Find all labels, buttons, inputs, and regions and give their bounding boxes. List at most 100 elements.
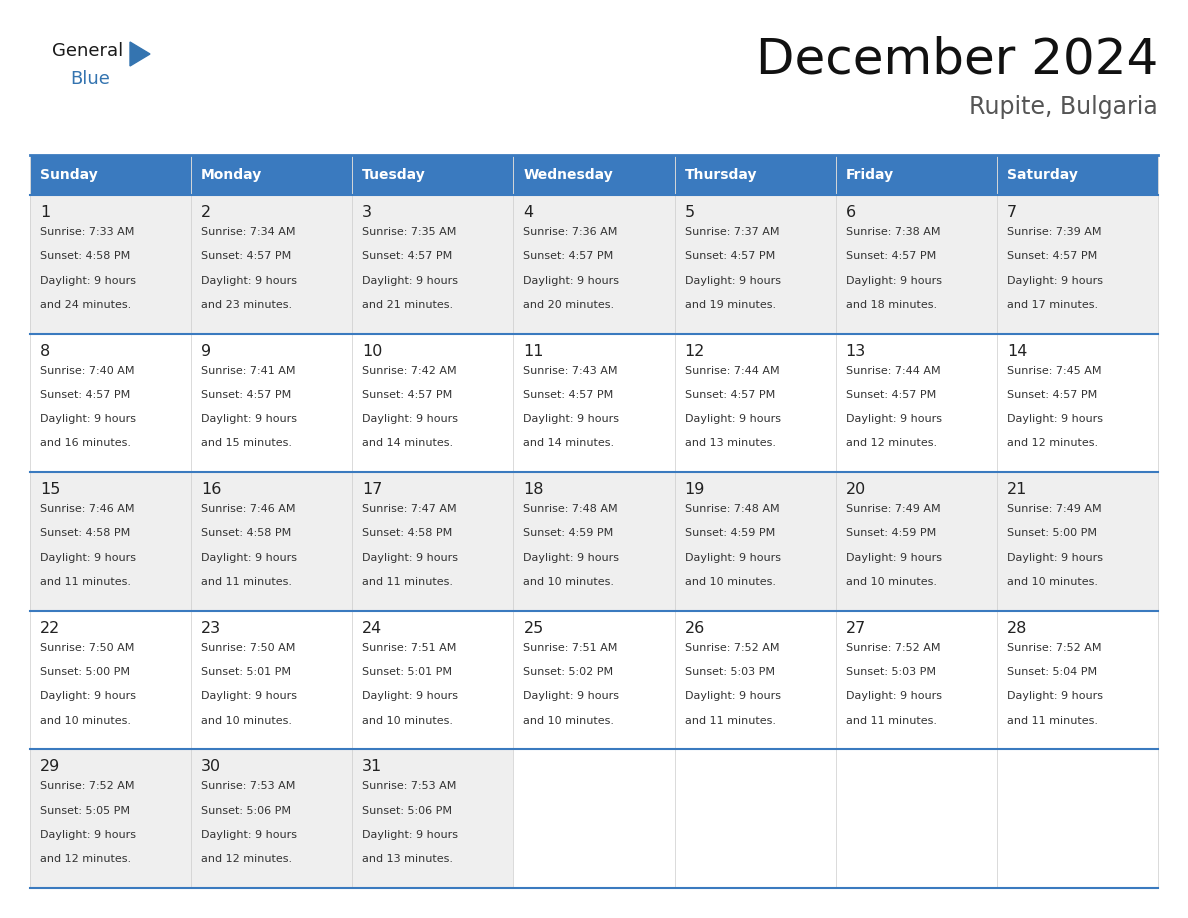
- Text: Daylight: 9 hours: Daylight: 9 hours: [201, 553, 297, 563]
- Text: Sunrise: 7:46 AM: Sunrise: 7:46 AM: [40, 504, 134, 514]
- Bar: [675, 333, 835, 472]
- Text: Daylight: 9 hours: Daylight: 9 hours: [362, 414, 459, 424]
- Text: Saturday: Saturday: [1007, 168, 1078, 182]
- Bar: [191, 195, 353, 333]
- Text: 9: 9: [201, 343, 211, 359]
- Text: and 15 minutes.: and 15 minutes.: [201, 439, 292, 448]
- Text: 6: 6: [846, 205, 855, 220]
- Text: and 11 minutes.: and 11 minutes.: [684, 715, 776, 725]
- Bar: [30, 749, 191, 888]
- Text: Daylight: 9 hours: Daylight: 9 hours: [201, 830, 297, 840]
- Text: Sunrise: 7:49 AM: Sunrise: 7:49 AM: [846, 504, 941, 514]
- Text: and 13 minutes.: and 13 minutes.: [684, 439, 776, 448]
- Text: Sunrise: 7:50 AM: Sunrise: 7:50 AM: [40, 643, 134, 653]
- Text: Tuesday: Tuesday: [362, 168, 426, 182]
- Text: and 11 minutes.: and 11 minutes.: [40, 577, 131, 587]
- Text: Sunset: 5:00 PM: Sunset: 5:00 PM: [1007, 529, 1097, 539]
- Bar: [191, 472, 353, 610]
- Text: Blue: Blue: [70, 70, 109, 88]
- Bar: [353, 333, 513, 472]
- Text: Sunset: 4:57 PM: Sunset: 4:57 PM: [684, 390, 775, 400]
- Text: Sunset: 4:57 PM: Sunset: 4:57 PM: [684, 252, 775, 262]
- Text: Daylight: 9 hours: Daylight: 9 hours: [846, 414, 942, 424]
- Text: Sunrise: 7:35 AM: Sunrise: 7:35 AM: [362, 227, 456, 237]
- Text: Monday: Monday: [201, 168, 263, 182]
- Text: Sunrise: 7:39 AM: Sunrise: 7:39 AM: [1007, 227, 1101, 237]
- Text: and 14 minutes.: and 14 minutes.: [524, 439, 614, 448]
- Text: and 12 minutes.: and 12 minutes.: [201, 854, 292, 864]
- Text: 15: 15: [40, 482, 61, 498]
- Text: 11: 11: [524, 343, 544, 359]
- Bar: [513, 195, 675, 333]
- Text: Daylight: 9 hours: Daylight: 9 hours: [846, 691, 942, 701]
- Text: 31: 31: [362, 759, 383, 775]
- Text: Daylight: 9 hours: Daylight: 9 hours: [40, 414, 135, 424]
- Text: and 12 minutes.: and 12 minutes.: [40, 854, 131, 864]
- Bar: [191, 610, 353, 749]
- Text: and 11 minutes.: and 11 minutes.: [1007, 715, 1098, 725]
- Bar: [353, 472, 513, 610]
- Text: Sunset: 4:57 PM: Sunset: 4:57 PM: [846, 390, 936, 400]
- Text: Sunset: 4:57 PM: Sunset: 4:57 PM: [846, 252, 936, 262]
- Text: Sunset: 4:57 PM: Sunset: 4:57 PM: [1007, 252, 1097, 262]
- Text: Daylight: 9 hours: Daylight: 9 hours: [1007, 275, 1102, 285]
- Bar: [513, 472, 675, 610]
- Text: and 12 minutes.: and 12 minutes.: [1007, 439, 1098, 448]
- Text: 27: 27: [846, 621, 866, 636]
- Text: Sunset: 5:01 PM: Sunset: 5:01 PM: [201, 667, 291, 677]
- Bar: [191, 155, 353, 195]
- Bar: [513, 610, 675, 749]
- Bar: [353, 155, 513, 195]
- Text: 25: 25: [524, 621, 544, 636]
- Text: Sunrise: 7:38 AM: Sunrise: 7:38 AM: [846, 227, 940, 237]
- Bar: [835, 195, 997, 333]
- Text: 13: 13: [846, 343, 866, 359]
- Text: 12: 12: [684, 343, 704, 359]
- Bar: [997, 472, 1158, 610]
- Text: Friday: Friday: [846, 168, 893, 182]
- Text: Thursday: Thursday: [684, 168, 757, 182]
- Text: and 10 minutes.: and 10 minutes.: [201, 715, 292, 725]
- Text: Sunset: 4:57 PM: Sunset: 4:57 PM: [524, 390, 614, 400]
- Text: Daylight: 9 hours: Daylight: 9 hours: [1007, 414, 1102, 424]
- Text: Sunset: 4:59 PM: Sunset: 4:59 PM: [524, 529, 614, 539]
- Text: Daylight: 9 hours: Daylight: 9 hours: [201, 691, 297, 701]
- Text: Daylight: 9 hours: Daylight: 9 hours: [40, 830, 135, 840]
- Text: and 12 minutes.: and 12 minutes.: [846, 439, 937, 448]
- Text: Sunset: 4:57 PM: Sunset: 4:57 PM: [362, 252, 453, 262]
- Text: Sunset: 4:59 PM: Sunset: 4:59 PM: [846, 529, 936, 539]
- Text: Sunrise: 7:34 AM: Sunrise: 7:34 AM: [201, 227, 296, 237]
- Bar: [675, 610, 835, 749]
- Text: and 10 minutes.: and 10 minutes.: [362, 715, 454, 725]
- Text: Sunrise: 7:50 AM: Sunrise: 7:50 AM: [201, 643, 296, 653]
- Text: Sunset: 5:00 PM: Sunset: 5:00 PM: [40, 667, 129, 677]
- Text: Sunrise: 7:53 AM: Sunrise: 7:53 AM: [362, 781, 456, 791]
- Text: 24: 24: [362, 621, 383, 636]
- Text: and 10 minutes.: and 10 minutes.: [846, 577, 936, 587]
- Bar: [191, 333, 353, 472]
- Text: 23: 23: [201, 621, 221, 636]
- Text: Sunrise: 7:41 AM: Sunrise: 7:41 AM: [201, 365, 296, 375]
- Text: Sunrise: 7:47 AM: Sunrise: 7:47 AM: [362, 504, 457, 514]
- Text: 17: 17: [362, 482, 383, 498]
- Text: Daylight: 9 hours: Daylight: 9 hours: [1007, 691, 1102, 701]
- Text: and 23 minutes.: and 23 minutes.: [201, 300, 292, 309]
- Text: 26: 26: [684, 621, 704, 636]
- Text: Sunrise: 7:43 AM: Sunrise: 7:43 AM: [524, 365, 618, 375]
- Text: 3: 3: [362, 205, 372, 220]
- Bar: [30, 610, 191, 749]
- Text: Sunrise: 7:52 AM: Sunrise: 7:52 AM: [40, 781, 134, 791]
- Text: Daylight: 9 hours: Daylight: 9 hours: [846, 275, 942, 285]
- Text: Sunday: Sunday: [40, 168, 97, 182]
- Text: Daylight: 9 hours: Daylight: 9 hours: [40, 275, 135, 285]
- Bar: [191, 749, 353, 888]
- Text: and 13 minutes.: and 13 minutes.: [362, 854, 454, 864]
- Text: and 16 minutes.: and 16 minutes.: [40, 439, 131, 448]
- Polygon shape: [129, 42, 150, 66]
- Text: Sunrise: 7:42 AM: Sunrise: 7:42 AM: [362, 365, 457, 375]
- Text: 21: 21: [1007, 482, 1028, 498]
- Text: Daylight: 9 hours: Daylight: 9 hours: [684, 414, 781, 424]
- Text: Sunset: 5:06 PM: Sunset: 5:06 PM: [362, 806, 453, 816]
- Text: 10: 10: [362, 343, 383, 359]
- Text: and 20 minutes.: and 20 minutes.: [524, 300, 614, 309]
